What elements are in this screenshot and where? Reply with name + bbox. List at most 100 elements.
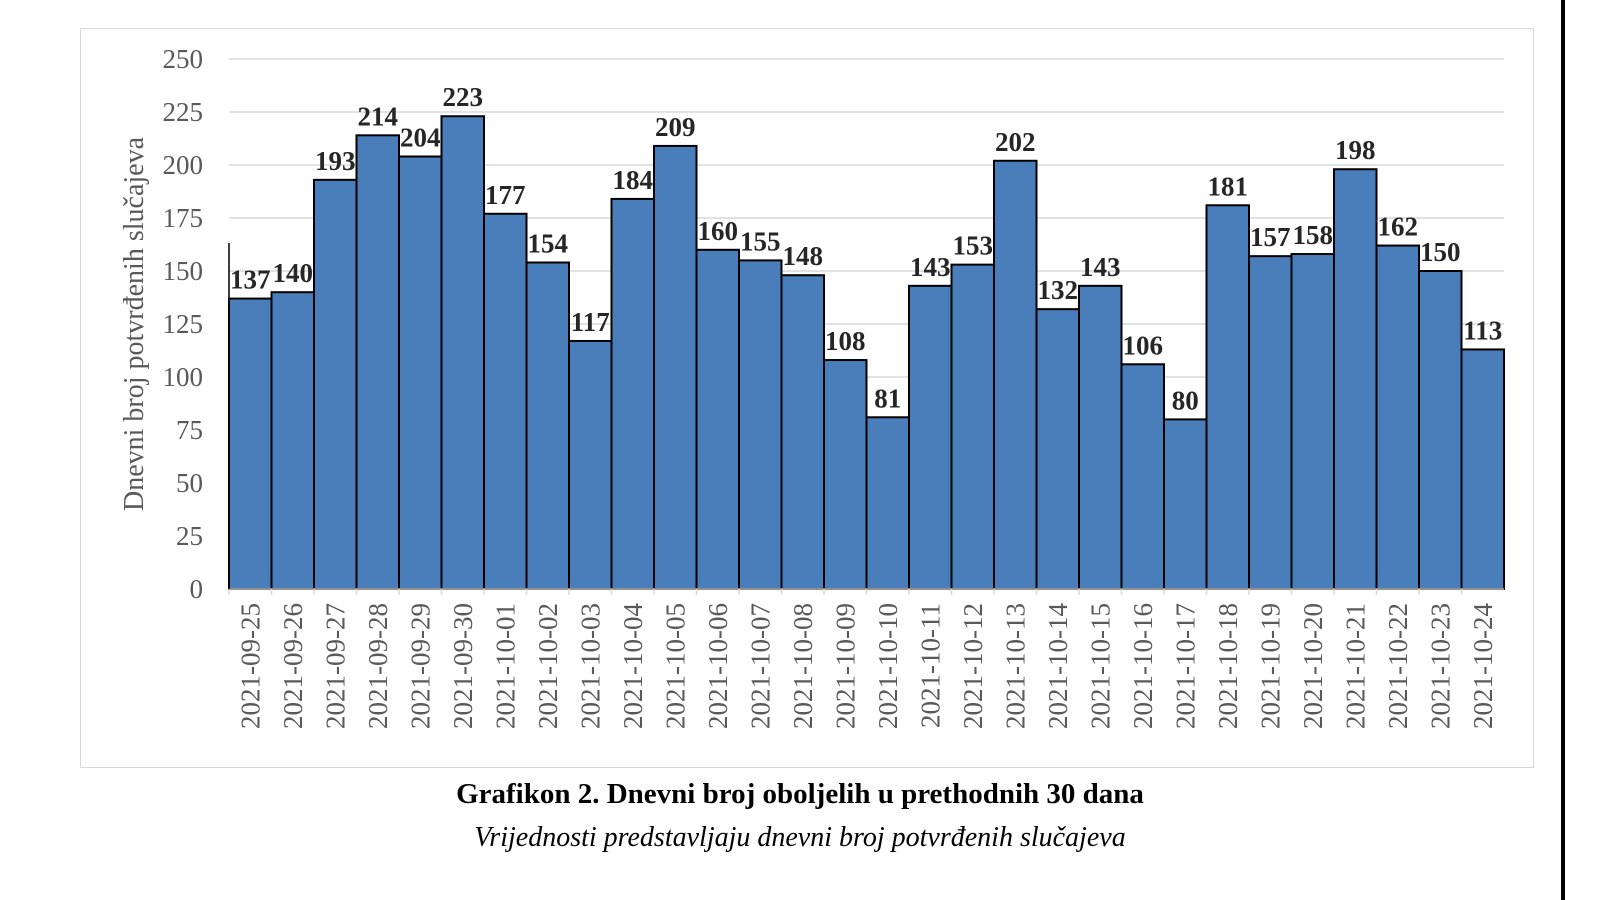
data-label: 137	[230, 265, 271, 295]
data-label: 80	[1172, 385, 1199, 415]
bar	[355, 134, 400, 590]
data-label: 198	[1335, 135, 1376, 165]
chart-caption-title: Grafikon 2. Dnevni broj oboljelih u pret…	[456, 778, 1144, 810]
bar	[1375, 244, 1420, 590]
bar	[525, 261, 570, 590]
bar	[653, 144, 698, 590]
y-tick-label: 200	[163, 150, 204, 180]
bar	[695, 248, 740, 591]
x-tick-label: 2021-10-13	[1000, 603, 1030, 729]
data-label: 106	[1123, 330, 1164, 360]
x-tick-label: 2021-10-07	[745, 603, 775, 729]
y-tick-label: 25	[176, 521, 203, 551]
bar	[950, 263, 995, 590]
bar	[1460, 348, 1505, 590]
data-label: 148	[783, 241, 824, 271]
data-label: 154	[528, 229, 569, 259]
data-label: 143	[910, 252, 951, 282]
x-tick-label: 2021-10-17	[1170, 603, 1200, 729]
data-label: 155	[740, 226, 781, 256]
x-tick-label: 2021-10-11	[915, 603, 945, 728]
bar	[1163, 418, 1208, 590]
y-axis-title: Dnevni broj potvrđenih slučajeva	[119, 136, 150, 511]
data-label: 160	[698, 216, 739, 246]
x-tick-label: 2021-10-01	[490, 603, 520, 729]
chart-caption-subtitle: Vrijednosti predstavljaju dnevni broj po…	[474, 822, 1126, 853]
bar	[228, 297, 273, 590]
x-tick-label: 2021-10-10	[873, 603, 903, 729]
data-label: 184	[613, 165, 654, 195]
bar	[568, 339, 613, 590]
y-tick-label: 250	[163, 44, 204, 74]
bar	[1333, 168, 1378, 591]
x-axis-ticks: 2021-09-25 2021-09-26 2021-09-27 2021-09-28…	[228, 243, 1504, 729]
data-label: 177	[485, 180, 526, 210]
x-tick-label: 2021-09-25	[235, 603, 265, 729]
data-label: 158	[1293, 220, 1334, 250]
data-label: 157	[1250, 222, 1291, 252]
bar	[610, 197, 655, 590]
y-tick-label: 125	[163, 309, 204, 339]
data-label: 193	[315, 146, 356, 176]
y-tick-label: 225	[163, 97, 204, 127]
data-label: 202	[995, 127, 1036, 157]
data-label: 150	[1420, 237, 1461, 267]
x-tick-label: 2021-10-09	[830, 603, 860, 729]
bar	[993, 159, 1038, 590]
data-label: 162	[1378, 212, 1419, 242]
x-tick-label: 2021-09-28	[363, 603, 393, 729]
y-tick-label: 100	[163, 362, 204, 392]
x-tick-label: 2021-10-06	[703, 603, 733, 729]
data-label: 223	[443, 82, 484, 112]
data-label: 209	[655, 112, 696, 142]
y-tick-label: 175	[163, 203, 204, 233]
y-tick-label: 75	[176, 415, 203, 445]
y-tick-label: 0	[190, 574, 204, 604]
data-label: 153	[953, 231, 994, 261]
data-label: 140	[273, 258, 314, 288]
bar	[1290, 253, 1335, 590]
bars	[228, 115, 1505, 591]
y-tick-label: 50	[176, 468, 203, 498]
data-label: 181	[1208, 171, 1249, 201]
y-tick-label: 150	[163, 256, 204, 286]
x-tick-label: 2021-10-20	[1298, 603, 1328, 729]
x-tick-label: 2021-10-15	[1085, 603, 1115, 729]
bar	[313, 178, 358, 590]
bar	[1120, 363, 1165, 590]
x-tick-label: 2021-10-03	[575, 603, 605, 729]
data-label: 117	[571, 307, 610, 337]
x-tick-label: 2021-09-30	[448, 603, 478, 729]
data-label: 108	[825, 326, 866, 356]
x-tick-label: 2021-10-16	[1128, 603, 1158, 729]
data-label: 204	[400, 123, 441, 153]
x-tick-label: 2021-10-05	[660, 603, 690, 729]
x-tick-label: 2021-09-27	[320, 603, 350, 729]
x-tick-label: 2021-09-29	[405, 603, 435, 729]
bar	[398, 155, 443, 591]
x-tick-label: 2021-10-18	[1213, 603, 1243, 729]
bar	[1078, 284, 1123, 590]
page-edge-border	[1561, 0, 1565, 900]
bar	[823, 359, 868, 591]
bar	[908, 284, 953, 590]
x-tick-label: 2021-10-08	[788, 603, 818, 729]
x-tick-label: 2021-10-24	[1468, 603, 1498, 729]
bar	[440, 115, 485, 591]
bar	[483, 212, 528, 590]
data-label: 143	[1080, 252, 1121, 282]
x-tick-label: 2021-10-22	[1383, 603, 1413, 729]
x-tick-label: 2021-10-14	[1043, 603, 1073, 729]
data-label: 113	[1463, 315, 1502, 345]
x-tick-label: 2021-09-26	[278, 603, 308, 729]
bar	[1205, 204, 1250, 590]
bar	[738, 259, 783, 590]
bar	[270, 291, 315, 590]
data-label: 214	[358, 101, 399, 131]
x-tick-label: 2021-10-12	[958, 603, 988, 729]
y-axis-ticks: 0 25 50 75 100 125 150 175 200 225 250	[163, 44, 204, 604]
data-label: 132	[1038, 275, 1079, 305]
x-tick-label: 2021-10-04	[618, 603, 648, 729]
bar	[1418, 270, 1463, 590]
